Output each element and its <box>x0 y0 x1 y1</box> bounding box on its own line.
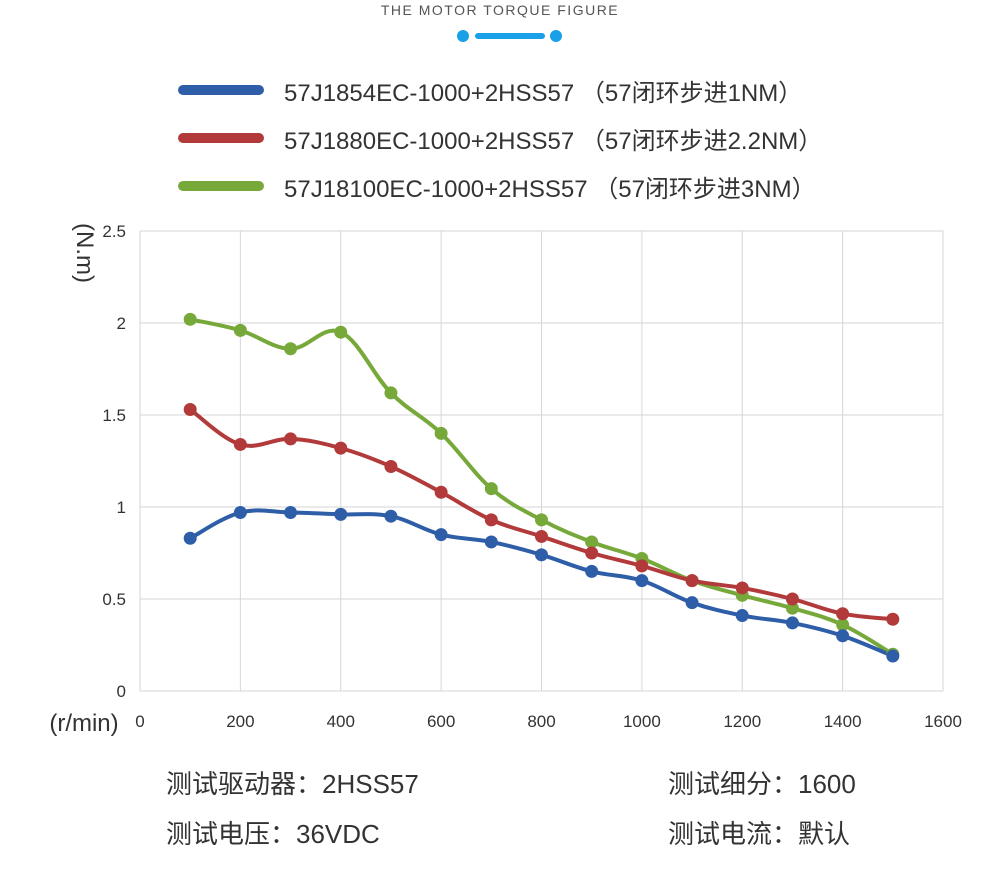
decoration-dot-left <box>457 30 469 42</box>
series-point <box>685 574 699 588</box>
legend-item: 57J1880EC-1000+2HSS57 （57闭环步进2.2NM） <box>178 114 822 162</box>
chart-legend: 57J1854EC-1000+2HSS57 （57闭环步进1NM） 57J188… <box>178 66 822 210</box>
y-tick-label: 2 <box>117 314 126 333</box>
series-point <box>384 386 398 400</box>
series-point <box>585 546 599 560</box>
x-tick-label: 1400 <box>824 712 862 731</box>
legend-swatch <box>178 133 264 143</box>
legend-label: 57J18100EC-1000+2HSS57 （57闭环步进3NM） <box>284 175 816 203</box>
series-point <box>434 485 448 499</box>
series-point <box>785 592 799 606</box>
series-point <box>635 559 649 573</box>
series-point <box>484 513 498 527</box>
title-decoration <box>457 30 562 42</box>
series-point <box>535 548 548 562</box>
series-point <box>484 535 498 549</box>
y-tick-label: 2.5 <box>102 222 126 241</box>
series-point <box>434 528 448 542</box>
legend-swatch <box>178 181 264 191</box>
footer-current: 测试电流：默认 <box>668 819 851 849</box>
decoration-dot-right <box>550 30 562 42</box>
series-point <box>233 506 247 520</box>
series-point <box>735 581 749 595</box>
series-point <box>284 342 298 356</box>
footer-voltage: 测试电压：36VDC <box>166 819 380 849</box>
footer-subdivision: 测试细分：1600 <box>668 769 856 799</box>
legend-item: 57J1854EC-1000+2HSS57 （57闭环步进1NM） <box>178 66 822 114</box>
y-tick-label: 0 <box>117 682 126 701</box>
x-axis-label: (r/min) <box>49 710 118 737</box>
x-tick-label: 1600 <box>924 712 962 731</box>
series-point <box>334 507 348 521</box>
legend-label: 57J1880EC-1000+2HSS57 （57闭环步进2.2NM） <box>284 127 823 155</box>
x-tick-label: 1200 <box>723 712 761 731</box>
series-point <box>585 535 599 549</box>
series-point <box>886 612 900 626</box>
series-point <box>434 426 448 440</box>
series-point <box>384 460 398 474</box>
series-point <box>535 513 548 527</box>
y-tick-label: 0.5 <box>102 590 126 609</box>
page-title: THE MOTOR TORQUE FIGURE <box>380 2 620 18</box>
series-point <box>284 432 298 446</box>
legend-swatch <box>178 85 264 95</box>
series-line <box>188 317 895 657</box>
x-tick-label: 1000 <box>623 712 661 731</box>
x-tick-label: 200 <box>226 712 254 731</box>
series-point <box>585 564 599 578</box>
series-point <box>836 607 850 621</box>
y-tick-label: 1 <box>117 498 126 517</box>
legend-label: 57J1854EC-1000+2HSS57 （57闭环步进1NM） <box>284 79 803 107</box>
series-point <box>735 609 749 623</box>
x-tick-label: 400 <box>327 712 355 731</box>
footer-driver: 测试驱动器：2HSS57 <box>166 769 419 799</box>
x-tick-label: 800 <box>527 712 555 731</box>
x-tick-label: 0 <box>135 712 144 731</box>
y-axis-label: (N.m) <box>71 223 98 283</box>
series-point <box>484 482 498 496</box>
series-point <box>785 616 799 630</box>
y-tick-label: 1.5 <box>102 406 126 425</box>
series-point <box>183 402 197 416</box>
series-point <box>836 629 850 643</box>
series-point <box>685 596 699 610</box>
series-point <box>886 649 900 663</box>
series-point <box>785 601 799 615</box>
series-point <box>233 323 247 337</box>
series-point <box>384 509 398 523</box>
decoration-bar <box>475 33 545 39</box>
series-point <box>284 506 298 520</box>
series-point <box>535 529 548 543</box>
legend-item: 57J18100EC-1000+2HSS57 （57闭环步进3NM） <box>178 162 822 210</box>
series-point <box>334 441 348 455</box>
series-point <box>836 618 850 632</box>
series-point <box>183 531 197 545</box>
series-point <box>233 437 247 451</box>
series-point <box>334 325 348 339</box>
x-tick-label: 600 <box>427 712 455 731</box>
series-point <box>183 312 197 326</box>
series-point <box>635 574 649 588</box>
